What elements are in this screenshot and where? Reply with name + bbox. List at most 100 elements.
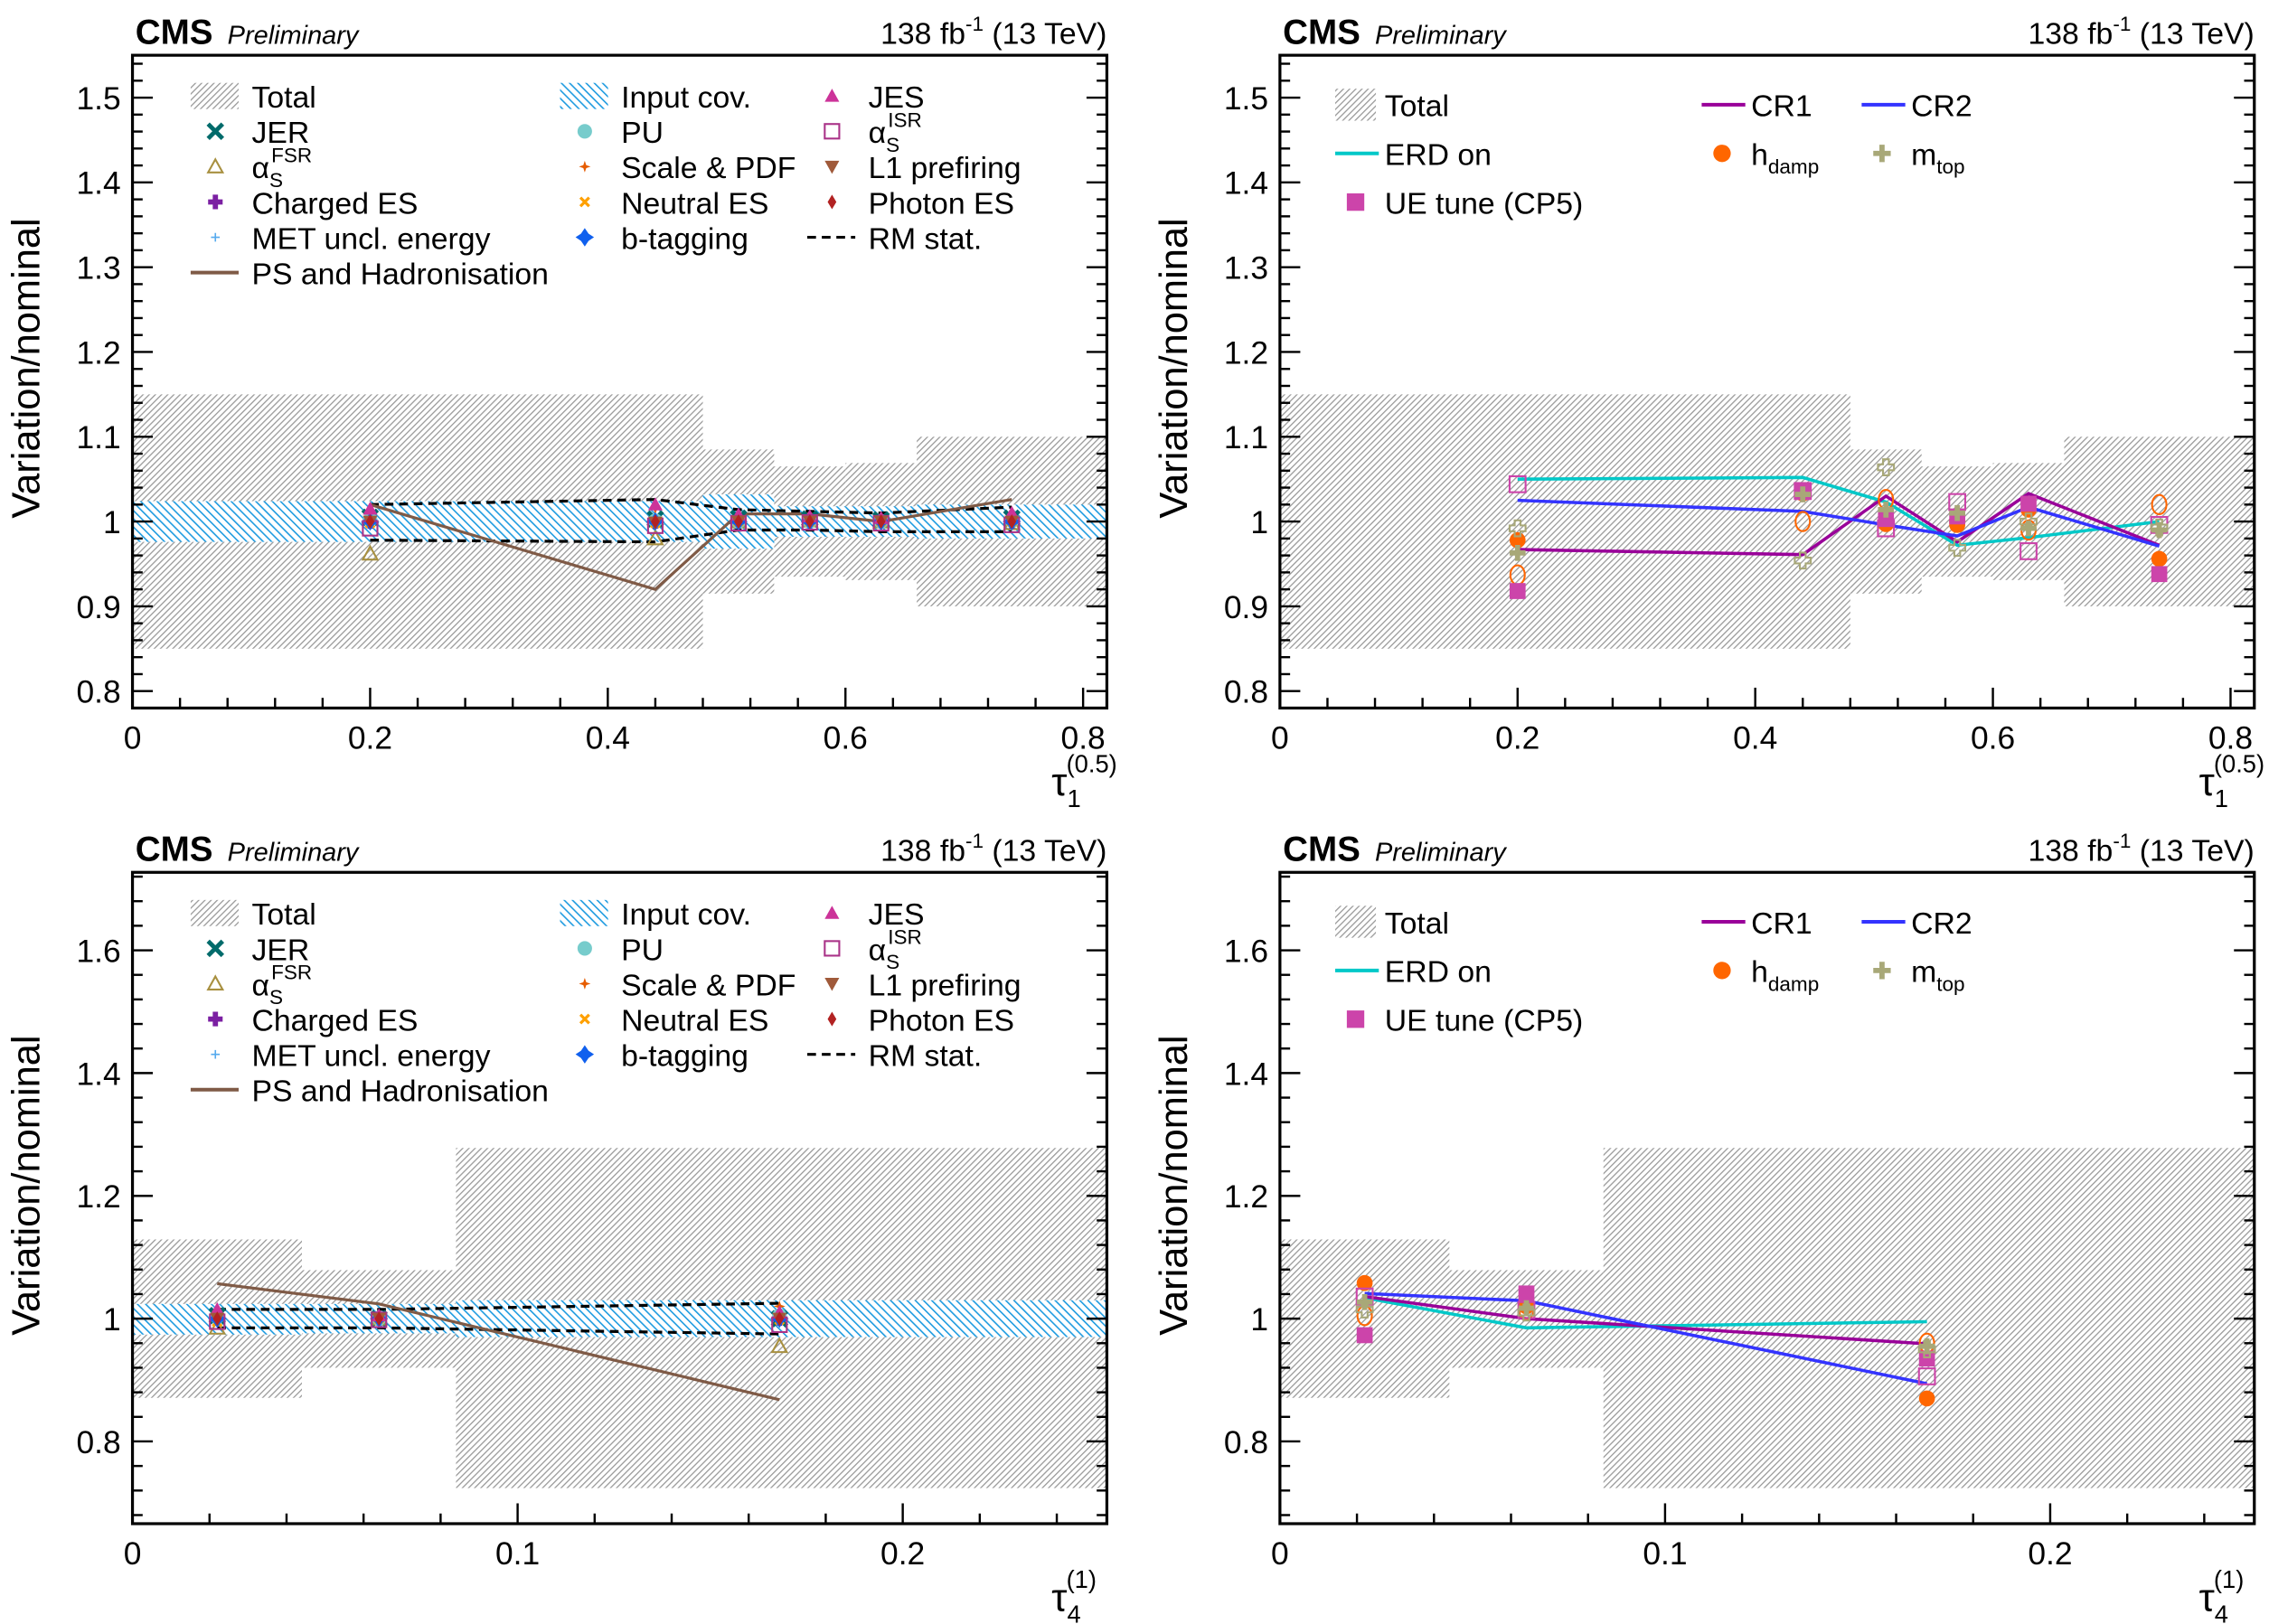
marker-mtop_down-shape — [1948, 539, 1967, 558]
x-tick-label: 0.2 — [348, 721, 392, 756]
y-tick-label: 0.9 — [1224, 590, 1268, 625]
marker-mtop_down-shape — [1917, 1340, 1936, 1358]
marker-mtop_down — [1877, 458, 1896, 476]
status-label: Preliminary — [1375, 838, 1507, 867]
lumi-unit-sup: -1 — [2113, 830, 2131, 852]
legend-label: mtop — [1911, 955, 1964, 996]
marker-hdamp_down-shape — [2151, 493, 2168, 515]
legend-text: UE tune (CP5) — [1385, 186, 1584, 221]
legend-text: JES — [869, 80, 925, 115]
legend-marker-JES-shape — [824, 906, 840, 919]
legend-text: RM stat. — [869, 1039, 983, 1074]
marker-PES — [805, 514, 814, 530]
lumi-value: 138 fb — [880, 833, 965, 868]
legend-text: α — [869, 933, 887, 967]
legend-mtop-marker-shape — [1873, 962, 1891, 980]
marker-PES — [374, 1311, 384, 1327]
y-tick-label: 1.5 — [1224, 81, 1268, 117]
legend-marker-CES-shape — [208, 194, 223, 210]
legend-marker-aFSR — [206, 157, 225, 174]
status-label: Preliminary — [228, 21, 360, 50]
marker-JES-shape — [647, 497, 663, 511]
y-tick-label: 0.8 — [1224, 675, 1268, 710]
x-axis-label: τ4 (1) — [1051, 1565, 1097, 1624]
energy-label: (13 TeV) — [984, 833, 1106, 868]
legend-text: h — [1751, 138, 1768, 173]
marker-mtop_down-shape — [1794, 551, 1812, 570]
x-tick-label: 0 — [1271, 721, 1289, 756]
marker-ue_up-shape — [1356, 1327, 1373, 1344]
y-tick-label: 1.2 — [76, 1179, 120, 1215]
legend-marker-L1 — [824, 978, 840, 991]
legend-marker-SPDF — [579, 160, 591, 173]
lumi-unit-sup: -1 — [2113, 13, 2131, 35]
marker-hdamp_up-shape — [1509, 531, 1526, 549]
marker-PES-shape — [365, 514, 375, 530]
legend-marker-L1-shape — [824, 978, 840, 991]
x-axis-label: τ1 (0.5) — [1051, 749, 1116, 812]
legend-text: Neutral ES — [621, 1003, 768, 1037]
legend-text: PS and Hadronisation — [251, 258, 549, 292]
marker-mtop_up — [1509, 544, 1526, 561]
legend-marker-MET — [211, 232, 221, 242]
legend-label: PU — [621, 116, 664, 150]
experiment-label: CMS — [136, 830, 213, 868]
panel-bottom-left: 0.8 1 1.2 1.4 1.6 0 0.1 0.2 Variation/nominal τ4 (… — [5, 830, 1109, 1624]
legend-sup: FSR — [271, 962, 312, 984]
marker-PES — [1007, 514, 1017, 530]
legend-marker-NES — [579, 1013, 590, 1025]
legend-label: L1 prefiring — [869, 968, 1022, 1002]
legend-marker-MET — [211, 1049, 221, 1059]
legend-sub: S — [886, 134, 899, 156]
marker-mtop_down — [2150, 518, 2169, 537]
legend-text: RM stat. — [869, 221, 983, 256]
legend-hdamp-marker-shape — [1713, 962, 1731, 980]
legend-sub: S — [886, 951, 899, 973]
legend-text: ERD on — [1385, 955, 1492, 990]
legend-text: Neutral ES — [621, 186, 768, 221]
energy-label: (13 TeV) — [984, 16, 1106, 51]
total-uncertainty-band — [1279, 394, 1850, 649]
legend-text: CR2 — [1911, 89, 1972, 124]
legend-label: MET uncl. energy — [251, 1039, 490, 1074]
legend-text: Photon ES — [869, 1003, 1014, 1037]
ps-hadronisation-line — [217, 1281, 780, 1402]
legend-label: b-tagging — [621, 221, 748, 256]
marker-ue_up — [2151, 566, 2168, 583]
legend-label: Total — [251, 897, 315, 932]
marker-PES-shape — [374, 1311, 384, 1327]
x-tick-label: 0.2 — [1495, 721, 1539, 756]
legend-text: CR2 — [1911, 906, 1972, 941]
legend-marker-JER — [206, 939, 225, 958]
marker-ue_up — [1518, 1285, 1535, 1302]
legend-text: Total — [251, 80, 315, 115]
legend-text: Scale & PDF — [621, 968, 796, 1002]
cms-label: CMS Preliminary — [136, 830, 360, 868]
legend-text: b-tagging — [621, 1039, 748, 1074]
x-tick-label: 0.2 — [2028, 1536, 2072, 1572]
marker-PES-shape — [734, 514, 743, 530]
lumi-label: 138 fb-1 (13 TeV) — [880, 13, 1106, 51]
x-tick-label: 0.8 — [1061, 721, 1106, 756]
y-tick-label: 1.1 — [76, 420, 120, 455]
cms-label: CMS Preliminary — [1283, 830, 1507, 868]
legend-text: JES — [869, 897, 925, 932]
marker-PES — [876, 514, 886, 530]
cr2-line — [1517, 498, 2161, 548]
x-tick-label: 0.2 — [880, 1536, 925, 1572]
x-axis-label-sub: 4 — [1067, 1600, 1080, 1624]
legend-marker-aISR — [824, 123, 841, 140]
y-tick-label: 1.3 — [1224, 251, 1268, 286]
legend-text: m — [1911, 138, 1936, 173]
legend-marker-NES-shape — [579, 1013, 590, 1025]
cms-label: CMS Preliminary — [1283, 13, 1507, 52]
legend-total-swatch — [190, 82, 239, 109]
marker-PES — [212, 1311, 222, 1327]
legend-marker-SPDF-shape — [579, 978, 591, 990]
marker-aFSR-shape — [361, 544, 380, 561]
marker-mtop_up-shape — [1949, 504, 1965, 521]
legend-label: RM stat. — [869, 221, 983, 256]
marker-mtop_up-shape — [1794, 486, 1812, 502]
legend-text: PU — [621, 116, 664, 150]
